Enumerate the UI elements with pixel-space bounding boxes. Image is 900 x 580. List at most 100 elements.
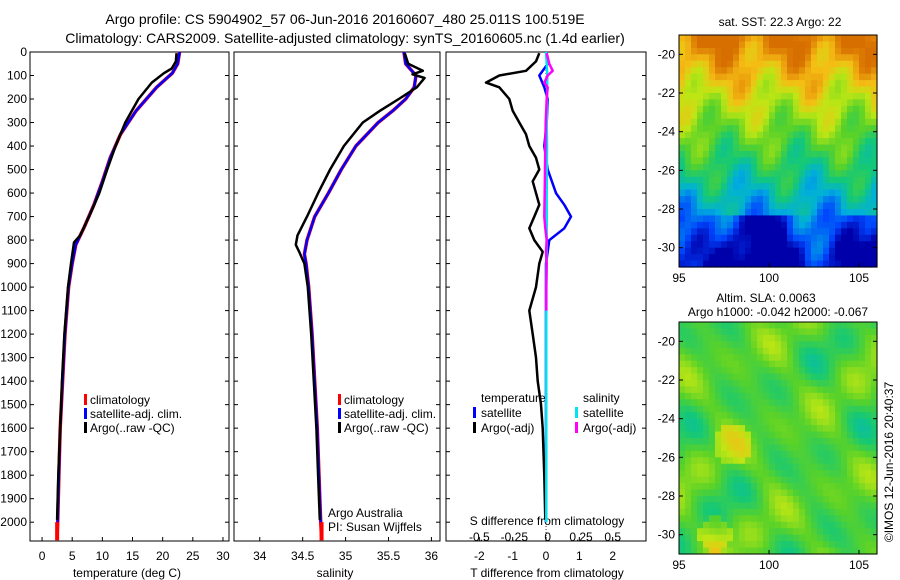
map-cell xyxy=(679,215,686,223)
map-cell xyxy=(727,470,734,478)
map-cell xyxy=(739,354,746,362)
map-cell xyxy=(793,476,800,484)
map-cell xyxy=(823,118,830,126)
map-cell xyxy=(799,354,806,362)
map-cell xyxy=(787,380,794,388)
map-cell xyxy=(757,125,764,133)
map-cell xyxy=(859,157,866,165)
map-cell xyxy=(805,67,812,75)
map-cell xyxy=(691,54,698,62)
map-cell xyxy=(763,418,770,426)
map-cell xyxy=(691,105,698,113)
map-cell xyxy=(853,202,860,210)
map-cell xyxy=(739,260,746,268)
map-cell xyxy=(793,496,800,504)
map-cell xyxy=(829,47,836,55)
map-cell xyxy=(727,334,734,342)
map-cell xyxy=(763,334,770,342)
map-cell xyxy=(865,380,872,388)
map-cell xyxy=(733,380,740,388)
map-cell xyxy=(817,528,824,536)
map-cell xyxy=(757,457,764,465)
map-cell xyxy=(679,183,686,191)
map-cell xyxy=(709,163,716,171)
map-cell xyxy=(733,412,740,420)
map-cell xyxy=(679,405,686,413)
depth-tick-label: 1700 xyxy=(0,445,27,459)
map-cell xyxy=(793,99,800,107)
map-cell xyxy=(835,534,842,542)
map-cell xyxy=(841,399,848,407)
map-cell xyxy=(793,138,800,146)
map-cell xyxy=(697,405,704,413)
map-cell xyxy=(721,60,728,68)
map-cell xyxy=(739,183,746,191)
map-cell xyxy=(799,457,806,465)
map-cell xyxy=(805,367,812,375)
map-cell xyxy=(679,496,686,504)
map-cell xyxy=(757,67,764,75)
map-cell xyxy=(727,209,734,217)
map-cell xyxy=(859,386,866,394)
map-cell xyxy=(865,392,872,400)
map-cell xyxy=(847,541,854,549)
map-cell xyxy=(763,438,770,446)
map-cell xyxy=(823,373,830,381)
map-cell xyxy=(751,47,758,55)
map-cell xyxy=(733,405,740,413)
map-cell xyxy=(727,151,734,159)
map-cell xyxy=(871,489,878,497)
map-cell xyxy=(709,334,716,342)
map-cell xyxy=(805,163,812,171)
map-cell xyxy=(715,125,722,133)
map-cell xyxy=(763,373,770,381)
map-cell xyxy=(859,457,866,465)
map-cell xyxy=(811,112,818,120)
map-cell xyxy=(793,73,800,81)
map-cell xyxy=(793,105,800,113)
map-cell xyxy=(679,347,686,355)
map-cell xyxy=(745,334,752,342)
map-cell xyxy=(727,380,734,388)
map-cell xyxy=(763,54,770,62)
map-cell xyxy=(679,412,686,420)
map-cell xyxy=(697,176,704,184)
map-cell xyxy=(739,489,746,497)
map-cell xyxy=(835,151,842,159)
map-cell xyxy=(853,528,860,536)
map-cell xyxy=(709,157,716,165)
map-cell xyxy=(721,405,728,413)
map-cell xyxy=(781,228,788,236)
map-cell xyxy=(769,93,776,101)
map-cell xyxy=(757,176,764,184)
map-cell xyxy=(865,450,872,458)
map-cell xyxy=(751,176,758,184)
map-cell xyxy=(799,405,806,413)
map-cell xyxy=(835,60,842,68)
map-cell xyxy=(829,489,836,497)
map-cell xyxy=(853,254,860,262)
map-cell xyxy=(793,373,800,381)
map-cell xyxy=(769,476,776,484)
map-cell xyxy=(781,431,788,439)
map-cell xyxy=(817,138,824,146)
map-cell xyxy=(811,234,818,242)
map-cell xyxy=(685,328,692,336)
map-cell xyxy=(763,157,770,165)
map-cell xyxy=(715,380,722,388)
map-cell xyxy=(769,399,776,407)
map-cell xyxy=(859,322,866,330)
map-cell xyxy=(853,489,860,497)
map-cell xyxy=(799,112,806,120)
map-cell xyxy=(871,547,878,555)
map-cell xyxy=(715,241,722,249)
map-cell xyxy=(691,386,698,394)
map-cell xyxy=(685,347,692,355)
map-cell xyxy=(799,463,806,471)
map-cell xyxy=(841,405,848,413)
map-cell xyxy=(793,380,800,388)
map-cell xyxy=(685,241,692,249)
map-cell xyxy=(703,341,710,349)
map-cell xyxy=(685,112,692,120)
map-cell xyxy=(721,502,728,510)
